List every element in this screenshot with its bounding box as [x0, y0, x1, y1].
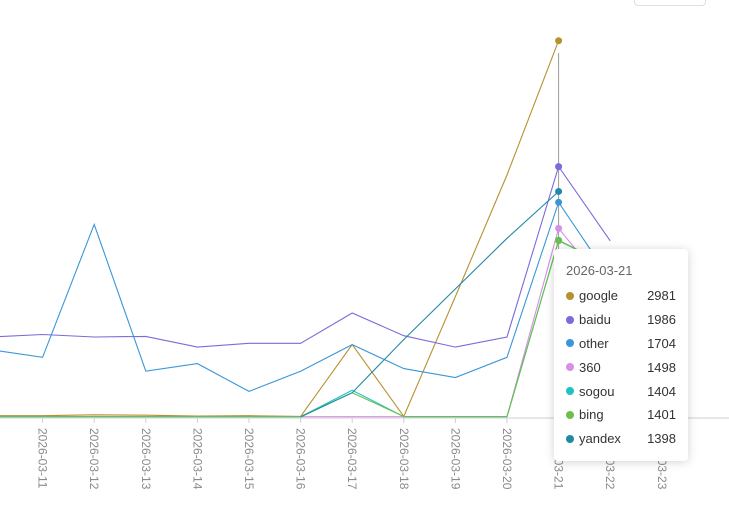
tooltip-row: sogou 1404 [566, 379, 676, 403]
data-point-360[interactable] [555, 224, 563, 232]
tooltip-series-name: 360 [579, 359, 601, 375]
x-tick-label: 2026-03-11 [36, 428, 50, 489]
tooltip-rows: google 2981 baidu 1986 other 1704 360 1498 sogou… [566, 284, 676, 451]
tooltip-series-value: 1404 [647, 383, 676, 399]
x-tick-label: 2026-03-18 [397, 428, 411, 490]
x-tick-label: 2026-03-14 [190, 428, 204, 490]
tooltip-series-name: google [579, 288, 619, 304]
data-point-yandex[interactable] [555, 187, 563, 195]
tooltip: 2026-03-21 google 2981 baidu 1986 other 1704 3… [554, 249, 688, 461]
tooltip-series-value: 1704 [647, 335, 676, 351]
x-tick-label: 2026-03-15 [242, 428, 256, 490]
tooltip-series-name: bing [579, 407, 604, 423]
series-line-google [0, 40, 560, 418]
legend-dot-icon [566, 363, 574, 372]
series-line-other [0, 201, 611, 393]
tooltip-series-value: 1398 [647, 431, 676, 447]
tooltip-row: baidu 1986 [566, 308, 676, 332]
legend-dot-icon [566, 291, 574, 300]
x-tick-label: 2026-03-16 [294, 428, 308, 490]
series-line-baidu [0, 165, 611, 348]
tooltip-series-name: yandex [579, 431, 621, 447]
data-point-baidu[interactable] [555, 163, 563, 171]
corner-button[interactable] [634, 0, 706, 6]
legend-dot-icon [566, 339, 574, 348]
tooltip-series-name: baidu [579, 312, 611, 328]
tooltip-row: google 2981 [566, 284, 676, 308]
tooltip-series-value: 2981 [647, 288, 676, 304]
tooltip-series-name: other [579, 335, 609, 351]
x-tick-label: 2026-03-13 [139, 428, 153, 490]
tooltip-row: other 1704 [566, 332, 676, 356]
data-point-other[interactable] [555, 198, 563, 206]
tooltip-series-name: sogou [579, 383, 615, 399]
legend-dot-icon [566, 410, 574, 419]
data-point-google[interactable] [555, 37, 563, 45]
legend-dot-icon [566, 315, 574, 324]
tooltip-series-value: 1401 [647, 407, 676, 423]
tooltip-series-value: 1498 [647, 359, 676, 375]
series-lines [0, 40, 611, 418]
series-line-bing [0, 239, 611, 418]
tooltip-row: 360 1498 [566, 355, 676, 379]
x-tick-label: 2026-03-17 [345, 428, 359, 490]
x-tick-label: 2026-03-20 [500, 428, 514, 490]
series-line-sogou [0, 239, 611, 418]
x-tick-label: 2026-03-12 [87, 428, 101, 490]
tooltip-row: bing 1401 [566, 403, 676, 427]
tooltip-row: yandex 1398 [566, 427, 676, 451]
series-line-yandex [300, 191, 559, 418]
data-point-bing[interactable] [555, 237, 563, 245]
legend-dot-icon [566, 387, 574, 396]
legend-dot-icon [566, 434, 574, 443]
x-tick-label: 2026-03-19 [448, 428, 462, 490]
tooltip-series-value: 1986 [647, 312, 676, 328]
tooltip-title: 2026-03-21 [566, 263, 633, 278]
